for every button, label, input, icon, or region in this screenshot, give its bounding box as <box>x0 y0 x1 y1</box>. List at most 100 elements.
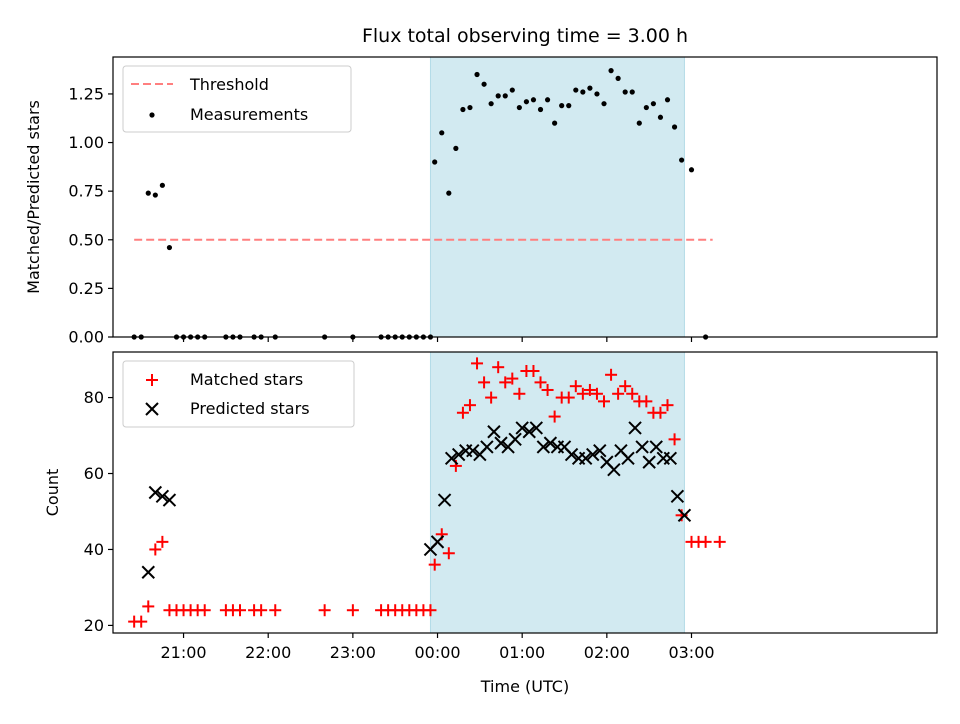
predicted-star-point <box>508 432 522 447</box>
matched-star-point <box>492 361 505 374</box>
predicted-star-point <box>466 444 480 458</box>
predicted-star-point <box>494 436 508 450</box>
bottom-plot-frame <box>112 351 938 634</box>
legend-measurements-swatch <box>149 112 155 118</box>
predicted-star-point <box>515 421 529 435</box>
measurement-point <box>467 104 473 111</box>
matched-star-point <box>135 615 148 628</box>
matched-star-point <box>346 604 359 617</box>
bottom-y-tick-label: 20 <box>84 616 104 635</box>
top-highlight-span <box>429 56 685 338</box>
top-panel: 0.00 0.25 0.50 0.75 1.00 1.25 Matched/Predict… <box>24 56 938 347</box>
matched-star-point <box>142 600 155 613</box>
measurement-point <box>573 87 579 93</box>
predicted-star-point <box>628 421 642 435</box>
measurement-point <box>446 190 452 196</box>
measurement-point <box>622 89 628 95</box>
chart-title: Flux total observing time = 3.00 h <box>362 25 688 47</box>
predicted-star-point <box>141 565 155 579</box>
measurement-point <box>580 89 586 95</box>
matched-star-point <box>269 604 282 617</box>
top-y-axis-label: Matched/Predicted stars <box>24 100 43 294</box>
predicted-star-point <box>529 421 543 435</box>
matched-star-point <box>499 376 512 389</box>
x-tick-label: 23:00 <box>330 643 376 662</box>
measurement-point <box>643 104 649 111</box>
measurement-point <box>460 106 466 113</box>
predicted-star-point <box>635 440 649 454</box>
matched-star-point <box>583 383 596 396</box>
legend-threshold-label: Threshold <box>189 75 269 94</box>
legend-matched-swatch <box>146 374 158 386</box>
x-tick-label: 02:00 <box>584 643 630 662</box>
measurement-point <box>537 106 544 113</box>
predicted-star-point <box>451 447 466 462</box>
measurement-point <box>166 244 173 251</box>
matched-star-point <box>463 399 476 412</box>
predicted-star-point <box>663 451 678 466</box>
x-tick-label: 21:00 <box>160 643 206 662</box>
measurement-point <box>145 190 151 196</box>
bottom-y-ticks: 20 40 60 80 <box>84 388 113 635</box>
measurement-point <box>152 192 158 198</box>
bottom-panel: 20 40 60 80 21:00 22:00 23:00 00:00 01:00 02:00 0… <box>43 351 938 696</box>
predicted-star-point <box>155 489 170 504</box>
measurement-point <box>432 159 438 165</box>
measurement-point <box>509 87 515 93</box>
measurement-point <box>159 182 165 188</box>
bottom-legend: Matched stars Predicted stars <box>122 360 355 428</box>
matched-star-point <box>318 604 331 617</box>
measurement-point <box>544 97 551 103</box>
measurement-point <box>664 97 671 103</box>
matched-star-point <box>442 547 455 560</box>
measurement-point <box>608 68 614 74</box>
top-legend: Threshold Measurements <box>122 65 352 133</box>
measurement-point <box>650 101 656 107</box>
bottom-highlight-span <box>429 351 685 634</box>
x-tick-label: 00:00 <box>414 643 460 662</box>
predicted-stars-points <box>141 421 692 579</box>
matched-star-point <box>156 535 169 548</box>
measurement-point <box>615 75 621 81</box>
top-y-ticks: 0.00 0.25 0.50 0.75 1.00 1.25 <box>68 84 113 347</box>
x-tick-label: 22:00 <box>245 643 291 662</box>
matched-star-point <box>598 395 611 408</box>
predicted-star-point <box>593 444 607 458</box>
top-x-ticks <box>182 337 693 342</box>
measurement-point <box>566 103 572 109</box>
top-y-tick-label: 0.25 <box>68 279 104 298</box>
x-tick-label: 01:00 <box>499 643 545 662</box>
predicted-star-point <box>480 440 494 454</box>
bottom-y-tick-label: 60 <box>84 464 104 483</box>
predicted-star-point <box>607 463 621 477</box>
measurement-point <box>629 89 635 95</box>
measurement-point <box>453 145 459 151</box>
predicted-star-point <box>642 455 656 469</box>
matched-star-point <box>471 357 484 370</box>
measurement-point <box>594 91 600 97</box>
measurement-point <box>559 103 565 109</box>
predicted-star-point <box>162 493 177 507</box>
measurement-point <box>671 124 678 130</box>
matched-star-point <box>590 387 603 400</box>
matched-star-point <box>541 383 554 396</box>
matched-star-point <box>605 368 618 381</box>
matched-star-point <box>233 604 246 617</box>
matched-stars-points <box>128 357 726 628</box>
predicted-star-point <box>621 451 635 466</box>
predicted-star-point <box>148 485 163 500</box>
bottom-y-axis-label: Count <box>43 469 62 517</box>
measurement-point <box>488 101 494 107</box>
measurement-point <box>657 114 664 120</box>
predicted-star-point <box>578 451 593 466</box>
matched-star-point <box>661 399 674 412</box>
matched-star-point <box>255 604 268 617</box>
measurement-point <box>481 81 487 87</box>
predicted-star-point <box>437 493 452 507</box>
predicted-star-point <box>522 425 536 439</box>
matched-star-point <box>668 433 681 446</box>
matched-star-point <box>534 376 547 389</box>
matched-star-point <box>713 535 726 548</box>
top-y-tick-label: 1.25 <box>68 84 104 103</box>
predicted-star-point <box>543 436 558 450</box>
